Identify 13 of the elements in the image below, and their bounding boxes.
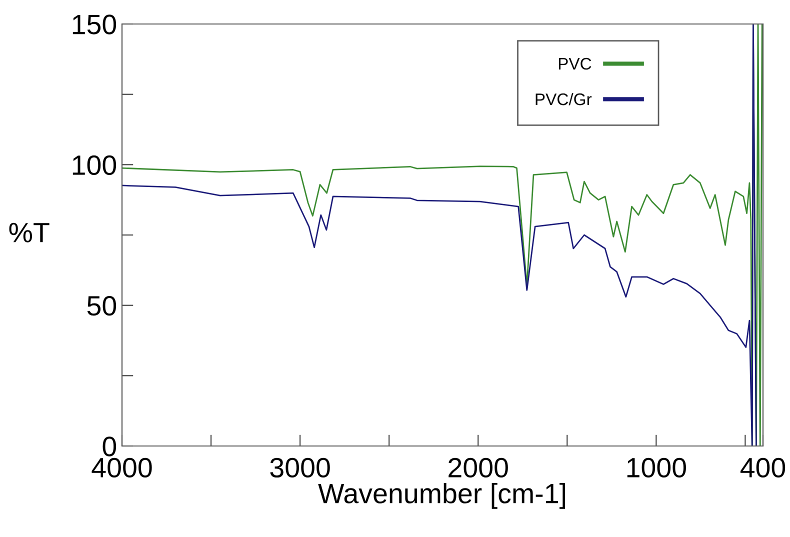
legend-label: PVC — [558, 58, 592, 70]
y-tick-label: 100 — [72, 155, 116, 176]
y-tick-label: 0 — [102, 436, 116, 456]
y-axis-title: %T — [9, 222, 50, 242]
x-tick-label: 4000 — [92, 458, 152, 478]
x-tick-label: 1000 — [627, 458, 686, 478]
x-axis-title: Wavenumber [cm-1] — [318, 483, 566, 509]
x-tick-label: 400 — [740, 458, 786, 478]
legend-label: PVC/Gr — [536, 92, 592, 106]
y-tick-label: 50 — [87, 296, 116, 316]
x-tick-label: 2000 — [448, 458, 508, 478]
x-tick-label: 3000 — [270, 458, 330, 478]
y-tick-label: 150 — [72, 14, 116, 34]
